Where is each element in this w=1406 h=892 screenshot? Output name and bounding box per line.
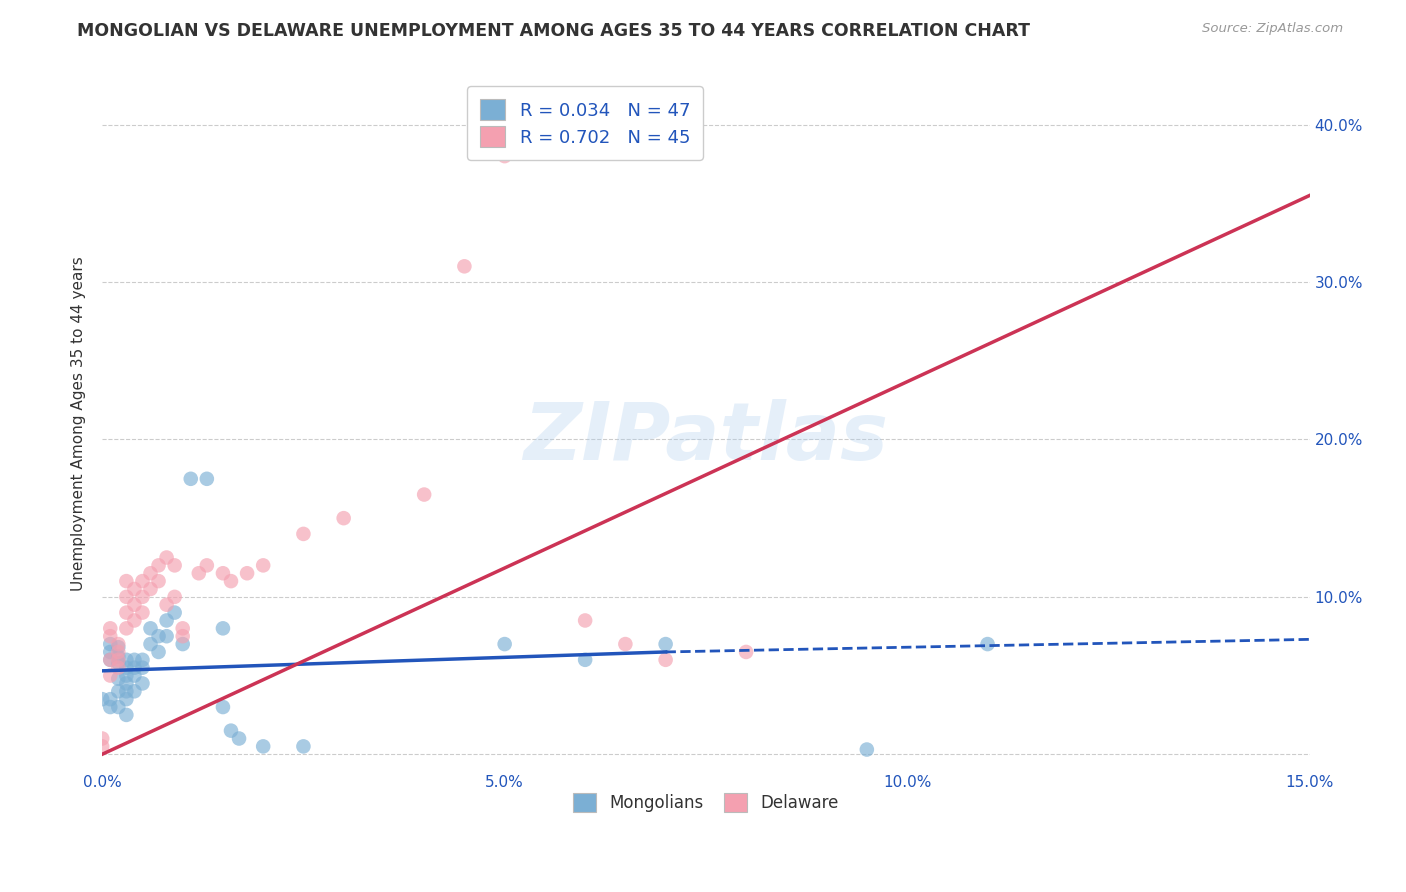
- Mongolians: [98, 692, 121, 706]
- Delaware: [654, 653, 676, 667]
- Delaware: [98, 629, 121, 643]
- Mongolians: [148, 629, 170, 643]
- Text: MONGOLIAN VS DELAWARE UNEMPLOYMENT AMONG AGES 35 TO 44 YEARS CORRELATION CHART: MONGOLIAN VS DELAWARE UNEMPLOYMENT AMONG…: [77, 22, 1031, 40]
- Delaware: [172, 621, 194, 635]
- Delaware: [98, 668, 121, 682]
- Delaware: [148, 574, 170, 588]
- Delaware: [155, 550, 177, 565]
- Delaware: [107, 645, 129, 659]
- Mongolians: [163, 606, 186, 620]
- Mongolians: [115, 668, 138, 682]
- Delaware: [139, 566, 162, 581]
- Mongolians: [107, 700, 129, 714]
- Delaware: [172, 629, 194, 643]
- Mongolians: [180, 472, 202, 486]
- Delaware: [91, 731, 114, 746]
- Mongolians: [155, 629, 177, 643]
- Delaware: [453, 260, 475, 274]
- Mongolians: [228, 731, 250, 746]
- Mongolians: [219, 723, 242, 738]
- Delaware: [115, 574, 138, 588]
- Mongolians: [131, 661, 153, 675]
- Mongolians: [195, 472, 218, 486]
- Mongolians: [574, 653, 596, 667]
- Delaware: [124, 598, 146, 612]
- Delaware: [107, 637, 129, 651]
- Delaware: [332, 511, 354, 525]
- Delaware: [292, 527, 315, 541]
- Delaware: [494, 149, 516, 163]
- Mongolians: [107, 649, 129, 664]
- Mongolians: [98, 645, 121, 659]
- Delaware: [98, 621, 121, 635]
- Delaware: [195, 558, 218, 573]
- Mongolians: [131, 653, 153, 667]
- Mongolians: [91, 692, 114, 706]
- Delaware: [124, 614, 146, 628]
- Mongolians: [292, 739, 315, 754]
- Mongolians: [124, 668, 146, 682]
- Mongolians: [98, 637, 121, 651]
- Delaware: [735, 645, 758, 659]
- Mongolians: [124, 661, 146, 675]
- Mongolians: [139, 621, 162, 635]
- Delaware: [131, 574, 153, 588]
- Mongolians: [212, 700, 235, 714]
- Mongolians: [115, 707, 138, 722]
- Delaware: [131, 590, 153, 604]
- Mongolians: [148, 645, 170, 659]
- Mongolians: [124, 653, 146, 667]
- Mongolians: [115, 653, 138, 667]
- Delaware: [163, 590, 186, 604]
- Delaware: [574, 614, 596, 628]
- Delaware: [115, 606, 138, 620]
- Delaware: [115, 621, 138, 635]
- Y-axis label: Unemployment Among Ages 35 to 44 years: Unemployment Among Ages 35 to 44 years: [72, 256, 86, 591]
- Mongolians: [494, 637, 516, 651]
- Mongolians: [976, 637, 998, 651]
- Delaware: [252, 558, 274, 573]
- Delaware: [131, 606, 153, 620]
- Mongolians: [131, 676, 153, 690]
- Delaware: [91, 739, 114, 754]
- Mongolians: [107, 656, 129, 670]
- Mongolians: [107, 684, 129, 698]
- Delaware: [155, 598, 177, 612]
- Delaware: [236, 566, 259, 581]
- Delaware: [413, 487, 436, 501]
- Delaware: [148, 558, 170, 573]
- Mongolians: [107, 672, 129, 686]
- Mongolians: [172, 637, 194, 651]
- Delaware: [163, 558, 186, 573]
- Delaware: [124, 582, 146, 596]
- Delaware: [107, 653, 129, 667]
- Mongolians: [98, 700, 121, 714]
- Mongolians: [115, 661, 138, 675]
- Mongolians: [212, 621, 235, 635]
- Mongolians: [115, 684, 138, 698]
- Text: ZIPatlas: ZIPatlas: [523, 399, 889, 476]
- Mongolians: [98, 653, 121, 667]
- Mongolians: [139, 637, 162, 651]
- Legend: Mongolians, Delaware: Mongolians, Delaware: [561, 781, 851, 824]
- Mongolians: [252, 739, 274, 754]
- Delaware: [212, 566, 235, 581]
- Mongolians: [856, 742, 879, 756]
- Delaware: [614, 637, 637, 651]
- Delaware: [219, 574, 242, 588]
- Delaware: [98, 653, 121, 667]
- Mongolians: [124, 684, 146, 698]
- Mongolians: [654, 637, 676, 651]
- Delaware: [115, 590, 138, 604]
- Text: Source: ZipAtlas.com: Source: ZipAtlas.com: [1202, 22, 1343, 36]
- Mongolians: [107, 640, 129, 655]
- Delaware: [107, 661, 129, 675]
- Delaware: [187, 566, 209, 581]
- Mongolians: [115, 692, 138, 706]
- Delaware: [139, 582, 162, 596]
- Mongolians: [115, 676, 138, 690]
- Mongolians: [155, 614, 177, 628]
